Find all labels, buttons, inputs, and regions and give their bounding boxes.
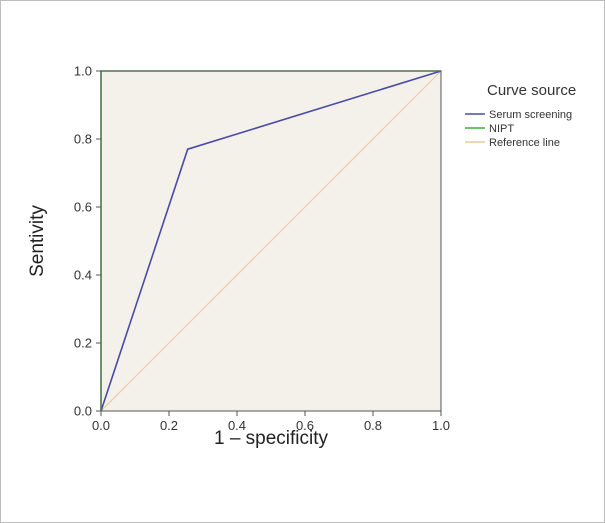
x-axis: 0.0 0.2 0.4 0.6 0.8 1.0 bbox=[92, 411, 450, 433]
plot-border bbox=[100, 70, 442, 412]
legend-label-reference-line: Reference line bbox=[489, 137, 560, 149]
legend-label-nipt: NIPT bbox=[489, 123, 514, 135]
y-tick-label: 0.4 bbox=[74, 268, 92, 283]
x-tick-label: 0.2 bbox=[160, 418, 178, 433]
y-tick-label: 1.0 bbox=[74, 64, 92, 79]
series-line-serum-screening bbox=[100, 70, 442, 412]
y-tick-label: 0.2 bbox=[74, 336, 92, 351]
y-tick-label: 0.0 bbox=[74, 404, 92, 419]
x-axis-title: 1 – specificity bbox=[214, 428, 329, 449]
y-axis-title: Sentivity bbox=[27, 205, 48, 277]
x-tick-label: 0.6 bbox=[296, 418, 314, 433]
x-tick-label: 0.4 bbox=[228, 418, 246, 433]
y-tick-label: 0.6 bbox=[74, 200, 92, 215]
legend: Curve source Serum screening NIPT Referenc… bbox=[465, 82, 576, 149]
series-line-reference-line bbox=[100, 70, 442, 412]
x-tick-label: 1.0 bbox=[432, 418, 450, 433]
x-tick-label: 0.0 bbox=[92, 418, 110, 433]
legend-label-serum-screening: Serum screening bbox=[489, 109, 572, 121]
y-tick-label: 0.8 bbox=[74, 132, 92, 147]
legend-title: Curve source bbox=[487, 82, 576, 99]
x-tick-label: 0.8 bbox=[364, 418, 382, 433]
y-axis: 0.0 0.2 0.4 0.6 0.8 1.0 bbox=[74, 64, 101, 419]
